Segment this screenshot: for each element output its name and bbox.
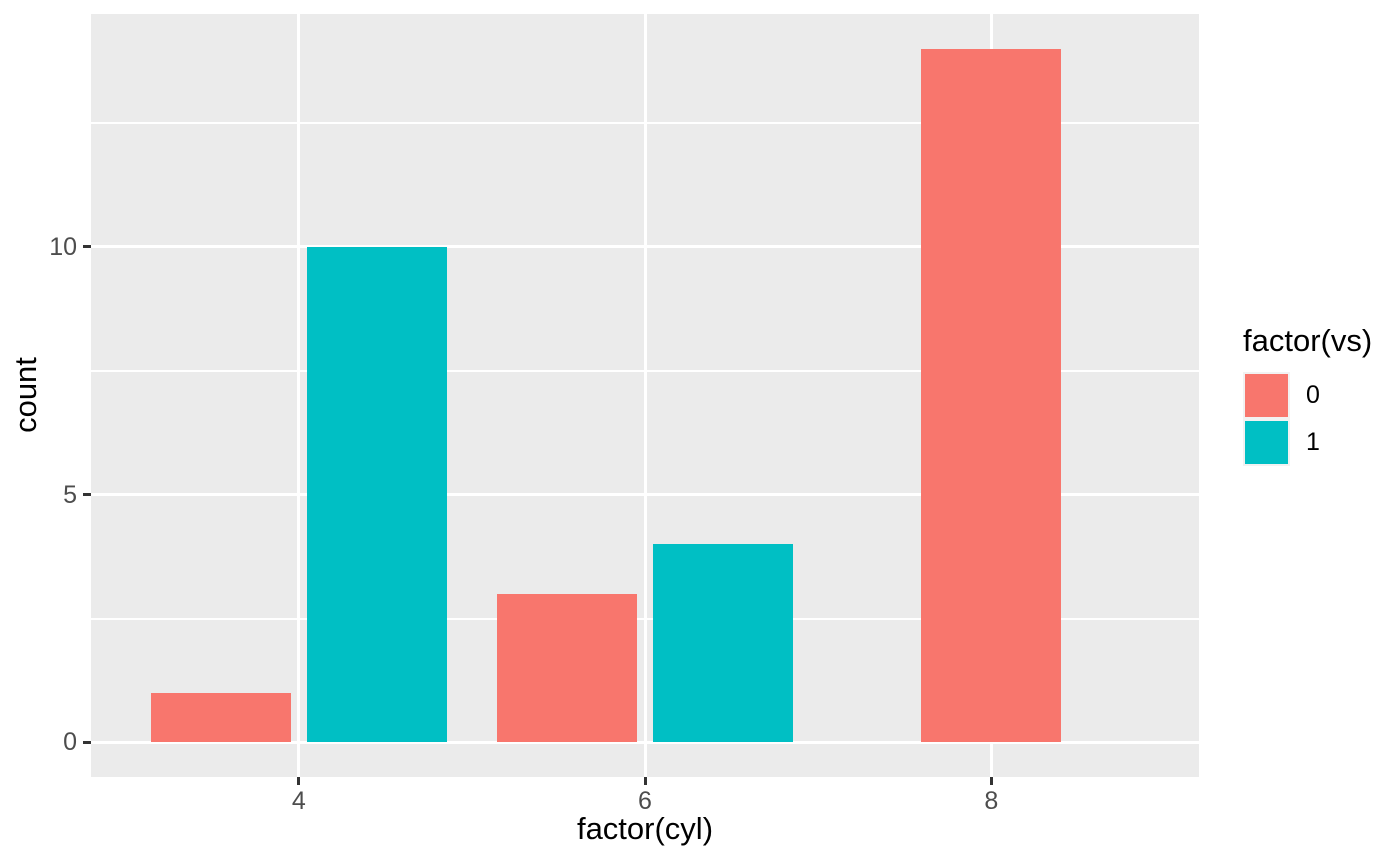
y-tick-mark [83,493,91,497]
x-tick-mark [989,777,993,785]
x-tick-label: 6 [638,787,652,815]
y-tick-label: 10 [49,232,77,261]
x-tick-label: 8 [984,787,999,815]
legend-label: 1 [1306,428,1320,456]
legend-entry: 1 [1243,419,1372,466]
bar-cyl6-vs0 [497,593,638,743]
x-tick-label: 4 [291,787,306,815]
x-tick-mark [297,777,301,785]
x-axis-title: factor(cyl) [576,811,714,846]
legend-title: factor(vs) [1243,323,1373,358]
gridline-x-major [297,14,301,777]
plot-panel [91,14,1199,777]
gridline-x-major [643,14,647,777]
legend-swatch-icon [1245,421,1288,464]
bar-cyl4-vs0 [150,692,291,743]
x-tick-mark [643,777,647,785]
legend-swatch-icon [1245,374,1288,417]
y-axis-title: count [8,357,43,433]
bar-cyl8-vs0 [921,48,1062,743]
legend-key [1243,419,1290,466]
legend-key [1243,372,1290,419]
bar-cyl6-vs1 [652,544,793,743]
legend-entry: 0 [1243,372,1372,419]
y-tick-label: 0 [63,728,77,757]
bar-cyl4-vs1 [306,246,447,743]
y-tick-mark [83,740,91,744]
y-tick-mark [83,245,91,249]
legend-label: 0 [1306,381,1320,409]
y-tick-label: 5 [63,480,77,509]
